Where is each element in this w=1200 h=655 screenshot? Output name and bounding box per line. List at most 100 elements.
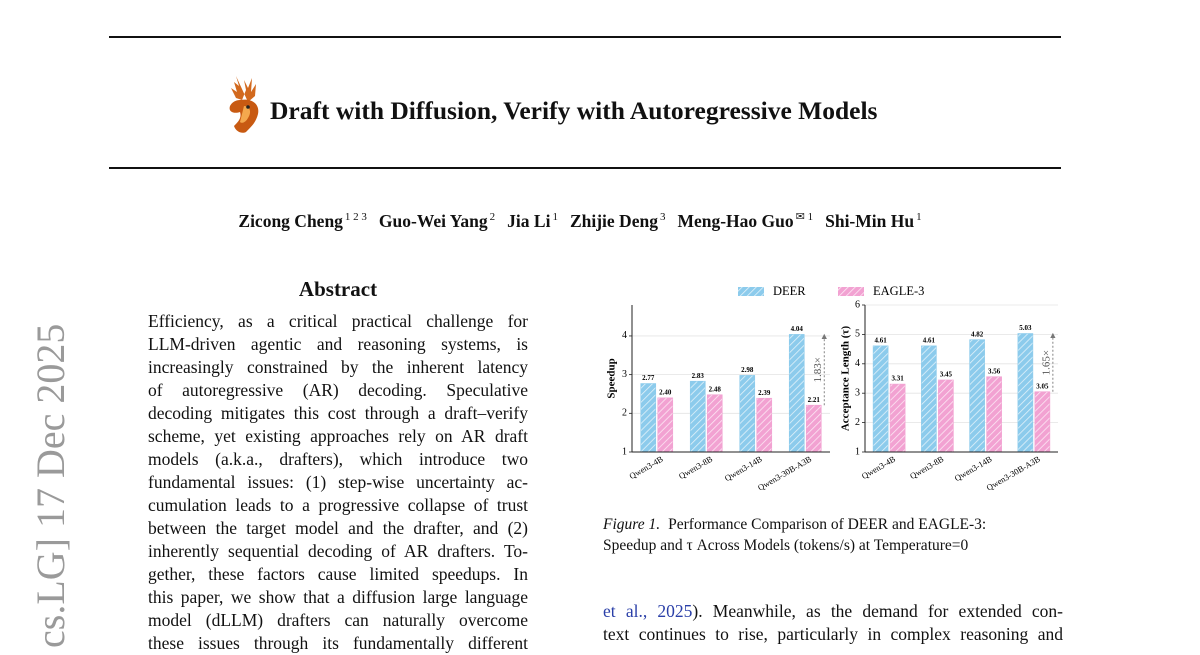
author-name: Guo-Wei Yang bbox=[378, 210, 488, 231]
author-name: Jia Li bbox=[507, 210, 551, 231]
legend-label: EAGLE-3 bbox=[873, 284, 924, 298]
abstract-line: cumulation leads to a progressive collap… bbox=[148, 495, 528, 515]
abstract-line: fundamental issues: (1) step-wise uncert… bbox=[148, 472, 528, 492]
citation-link[interactable]: et al., 2025 bbox=[603, 601, 693, 621]
author-affiliation: 1 bbox=[916, 211, 922, 223]
bar bbox=[1034, 391, 1051, 453]
x-tick-label: Qwen3-14B bbox=[723, 454, 764, 484]
bar bbox=[756, 397, 773, 453]
y-axis-label: Acceptance Length (τ) bbox=[840, 326, 852, 432]
bar bbox=[689, 380, 706, 453]
abstract-line: between the target model and the drafter… bbox=[148, 518, 528, 538]
author: Jia Li 1 bbox=[507, 211, 558, 231]
bar-value-label: 2.48 bbox=[709, 385, 722, 393]
bar bbox=[788, 334, 805, 453]
y-tick-label: 1 bbox=[622, 446, 627, 457]
abstract-line: LLM-driven agentic and reasoning systems… bbox=[148, 334, 528, 354]
bar bbox=[1017, 333, 1034, 453]
abstract-heading: Abstract bbox=[298, 277, 378, 301]
bar bbox=[889, 383, 906, 453]
body-text: et al., 2025). Meanwhile, as the demand … bbox=[603, 600, 1063, 646]
abstract-line: increasingly constrained by the inherent… bbox=[148, 357, 528, 377]
bar-value-label: 5.03 bbox=[1019, 324, 1032, 332]
bar bbox=[872, 345, 889, 453]
bar-value-label: 2.83 bbox=[692, 372, 705, 380]
x-tick-label: Qwen3-30B-A3B bbox=[756, 454, 814, 493]
bar-value-label: 2.39 bbox=[758, 389, 771, 397]
y-tick-label: 6 bbox=[855, 299, 860, 310]
author-affiliation: 2 bbox=[489, 211, 496, 223]
bar-value-label: 2.98 bbox=[741, 366, 754, 374]
bar-value-label: 2.21 bbox=[808, 396, 821, 404]
author: Zhijie Deng 3 bbox=[570, 211, 666, 231]
legend-label: DEER bbox=[773, 284, 806, 298]
bar-value-label: 2.77 bbox=[642, 374, 655, 382]
deer-logo bbox=[229, 76, 259, 133]
y-tick-label: 2 bbox=[855, 417, 860, 428]
ratio-annotation: 1.65× bbox=[1040, 350, 1052, 375]
bar-value-label: 3.31 bbox=[892, 375, 905, 383]
figure-label: Figure 1. bbox=[603, 516, 661, 533]
bar bbox=[969, 339, 985, 453]
caption-text: Performance Comparison of DEER and EAGLE… bbox=[668, 516, 987, 533]
y-tick-label: 1 bbox=[855, 446, 860, 457]
bar-value-label: 4.04 bbox=[791, 325, 804, 333]
author: Guo-Wei Yang 2 bbox=[379, 211, 495, 231]
abstract-line: model (dLLM) drafters can naturally over… bbox=[148, 610, 528, 630]
abstract-line: scheme, yet existing approaches rely on … bbox=[148, 426, 528, 446]
bar bbox=[706, 394, 723, 453]
author: Zicong Cheng 1 2 3 bbox=[238, 211, 367, 231]
abstract-line: decoding mitigates this cost through a d… bbox=[148, 403, 528, 423]
arxiv-stamp-area: cs.LG] 17 Dec 2025 bbox=[28, 324, 73, 648]
abstract-line: of autoregressive (AR) decoding. Specula… bbox=[148, 380, 528, 400]
body-line: et al., 2025). Meanwhile, as the demand … bbox=[603, 600, 1063, 623]
arxiv-stamp: cs.LG] 17 Dec 2025 bbox=[28, 324, 73, 648]
author-affiliation: 1 bbox=[552, 211, 558, 223]
author-name: Zicong Cheng bbox=[238, 210, 343, 231]
abstract-text: Efficiency, as a critical practical chal… bbox=[148, 310, 528, 655]
y-axis-label: Speedup bbox=[606, 358, 618, 398]
x-tick-label: Qwen3-8B bbox=[908, 454, 946, 481]
ratio-annotation: 1.83× bbox=[812, 357, 824, 382]
legend-swatch bbox=[738, 287, 764, 296]
y-tick-label: 4 bbox=[622, 330, 627, 341]
bar bbox=[986, 376, 1002, 453]
caption-line: Speedup and τ Across Models (tokens/s) a… bbox=[603, 537, 969, 554]
bar bbox=[938, 379, 954, 453]
abstract-line: gether, these factors cause limited spee… bbox=[148, 564, 528, 584]
abstract-line: these issues through its fundamentally d… bbox=[148, 633, 528, 653]
abstract-line: Efficiency, as a critical practical chal… bbox=[148, 311, 528, 331]
body-text-span: text continues to rise, particularly in … bbox=[603, 624, 1063, 644]
bar-value-label: 2.40 bbox=[659, 388, 672, 396]
y-tick-label: 2 bbox=[622, 408, 627, 419]
y-tick-label: 4 bbox=[855, 358, 860, 369]
author-name: Shi-Min Hu bbox=[825, 210, 915, 231]
x-tick-label: Qwen3-14B bbox=[953, 454, 994, 484]
body-line: text continues to rise, particularly in … bbox=[603, 623, 1063, 646]
y-tick-label: 3 bbox=[855, 387, 860, 398]
bar-value-label: 4.82 bbox=[971, 330, 984, 338]
author-list: Zicong Cheng 1 2 3 Guo-Wei Yang 2 Jia Li 1 Zhi… bbox=[0, 210, 1160, 232]
y-tick-label: 5 bbox=[855, 329, 860, 340]
abstract-line: this paper, we show that a diffusion lar… bbox=[148, 587, 528, 607]
figure-chart: DEER EAGLE-3 1 2 3 4 Speedup 2.77 2.40 Qwen3-4B 2.… bbox=[606, 284, 1058, 493]
y-tick-label: 3 bbox=[622, 369, 627, 380]
abstract-line: models (a.k.a., drafters), which introdu… bbox=[148, 449, 528, 469]
bar bbox=[640, 383, 657, 453]
figure-caption: Figure 1. Performance Comparison of DEER … bbox=[603, 514, 1073, 556]
bar-value-label: 4.61 bbox=[923, 336, 936, 344]
paper-title: Draft with Diffusion, Verify with Autore… bbox=[270, 96, 878, 125]
bar bbox=[657, 397, 674, 453]
bar bbox=[805, 404, 822, 453]
legend-swatch bbox=[838, 287, 864, 296]
bar-value-label: 3.05 bbox=[1036, 382, 1049, 390]
author-affiliation: ✉ 1 bbox=[795, 211, 814, 223]
abstract-line: inherently sequential decoding of AR dra… bbox=[148, 541, 528, 561]
author: Shi-Min Hu 1 bbox=[825, 211, 922, 231]
author: Meng-Hao Guo ✉ 1 bbox=[677, 211, 813, 231]
x-tick-label: Qwen3-4B bbox=[860, 454, 898, 481]
caption-line: Figure 1. Performance Comparison of DEER … bbox=[603, 514, 1073, 535]
author-affiliation: 1 2 3 bbox=[344, 211, 367, 223]
body-text-span: ). Meanwhile, as the demand for extended… bbox=[692, 601, 1063, 621]
